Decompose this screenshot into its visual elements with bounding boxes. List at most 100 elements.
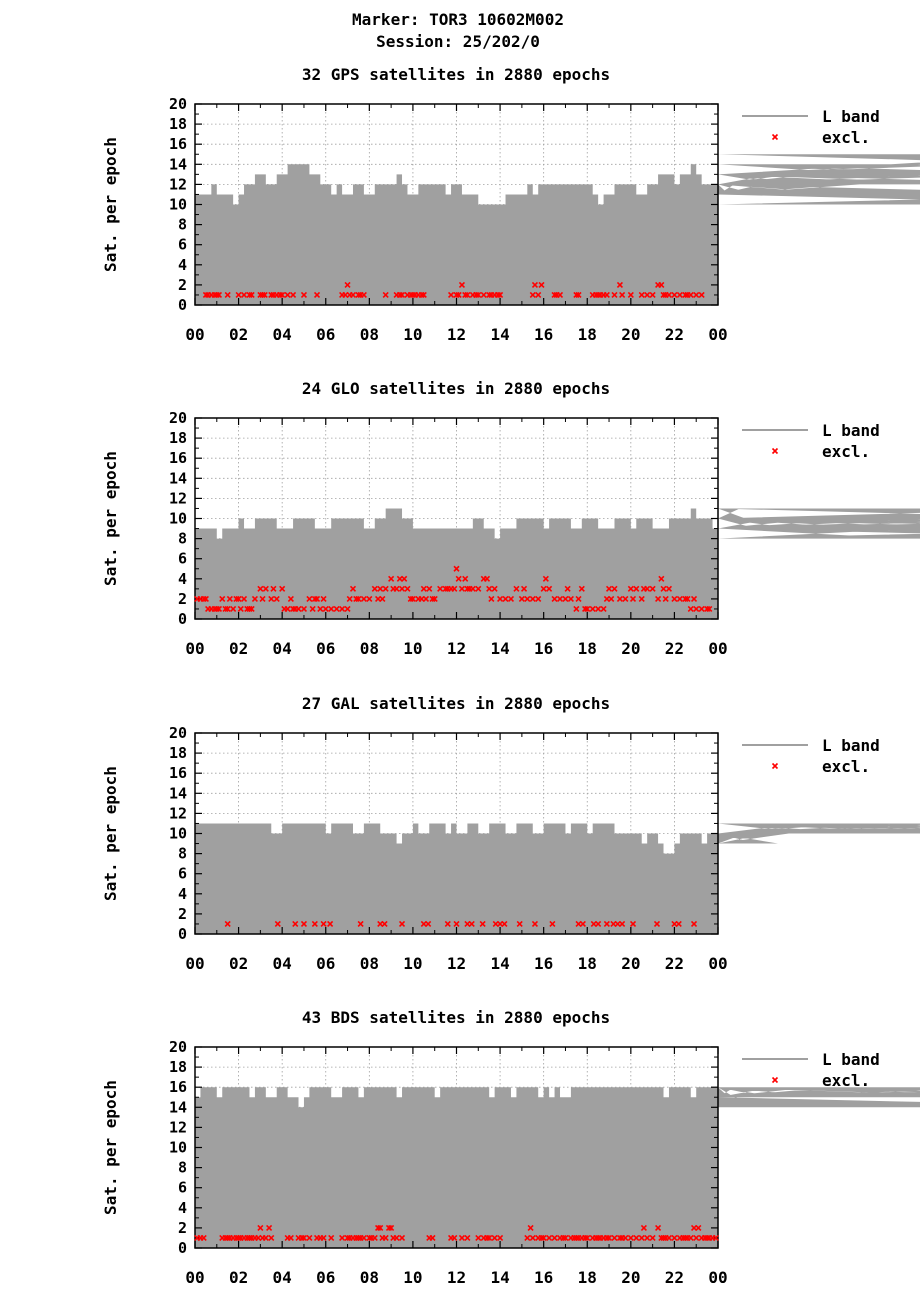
excluded-point — [693, 291, 700, 299]
excluded-point — [687, 291, 694, 299]
x-tick-label: 00 — [185, 954, 204, 973]
excluded-point — [671, 1234, 678, 1242]
excluded-point — [649, 291, 656, 299]
excluded-point — [488, 595, 495, 602]
excluded-point — [524, 595, 531, 602]
excluded-point — [633, 1234, 640, 1242]
excluded-point — [535, 291, 542, 299]
y-tick-label: 8 — [178, 216, 187, 234]
x-tick-label: 20 — [621, 1268, 640, 1287]
excluded-point — [262, 585, 269, 592]
x-tick-label: 04 — [273, 954, 292, 973]
excluded-point — [355, 1234, 362, 1242]
excluded-point — [573, 291, 580, 299]
legend-label-excl: excl. — [822, 1071, 870, 1090]
x-tick-label: 04 — [273, 639, 292, 658]
legend-marker-swatch — [771, 447, 779, 455]
excluded-point — [219, 595, 226, 602]
excluded-point — [497, 595, 504, 602]
y-axis-label: Sat. per epoch — [101, 1080, 120, 1215]
excluded-point — [237, 605, 244, 613]
excluded-point — [317, 605, 324, 613]
excluded-point — [698, 291, 705, 299]
marker-label: Marker: TOR3 10602M002 — [352, 10, 564, 29]
excluded-point — [381, 920, 388, 928]
excluded-point — [401, 575, 408, 582]
excluded-point — [603, 291, 610, 299]
excluded-point — [202, 291, 209, 299]
excluded-point — [366, 595, 373, 602]
excluded-point — [551, 291, 558, 299]
excluded-point — [475, 585, 482, 592]
chart-title: 32 GPS satellites in 2880 epochs — [302, 65, 610, 84]
legend-label-l-band: L band — [822, 107, 880, 126]
excluded-point — [584, 605, 591, 613]
x-tick-label: 10 — [403, 639, 422, 658]
x-tick-label: 00 — [185, 639, 204, 658]
excluded-point — [261, 291, 268, 299]
x-tick-label: 12 — [447, 325, 466, 344]
y-tick-label: 6 — [178, 865, 187, 883]
x-tick-label: 12 — [447, 954, 466, 973]
area-series-l-band — [195, 154, 920, 305]
x-tick-label: 06 — [316, 325, 335, 344]
excluded-point — [451, 585, 458, 592]
excluded-point — [501, 920, 508, 928]
y-tick-label: 20 — [169, 724, 187, 742]
excluded-point — [268, 595, 275, 602]
x-tick-label: 08 — [360, 1268, 379, 1287]
excluded-point — [627, 585, 634, 592]
excluded-point — [360, 595, 367, 602]
excluded-point — [693, 605, 700, 613]
excluded-point — [531, 281, 539, 288]
y-axis-label: Sat. per epoch — [101, 451, 120, 586]
y-tick-label: 14 — [169, 469, 187, 487]
excluded-point — [420, 585, 427, 592]
excluded-point — [611, 291, 618, 299]
excluded-point — [706, 605, 713, 613]
excluded-point — [398, 1234, 406, 1242]
excluded-point — [251, 595, 258, 602]
x-tick-label: 18 — [578, 639, 597, 658]
excluded-point — [462, 291, 469, 299]
excluded-point — [374, 1224, 382, 1231]
excluded-point — [455, 575, 462, 582]
excluded-point — [629, 920, 637, 928]
excluded-point — [556, 291, 564, 299]
excluded-point — [339, 1234, 346, 1242]
excluded-point — [366, 1234, 373, 1242]
excluded-point — [388, 1224, 395, 1231]
excluded-point — [202, 595, 209, 602]
y-tick-label: 16 — [169, 1078, 187, 1096]
x-tick-label: 18 — [578, 1268, 597, 1287]
excluded-point — [483, 575, 491, 582]
excluded-point — [622, 1234, 629, 1242]
excluded-point — [215, 605, 223, 613]
excluded-point — [712, 1234, 719, 1242]
excluded-point — [455, 291, 462, 299]
excluded-point — [551, 1234, 558, 1242]
excluded-point — [658, 281, 665, 288]
excluded-point — [429, 595, 436, 602]
excluded-point — [311, 920, 318, 928]
excluded-point — [605, 1234, 613, 1242]
y-tick-label: 16 — [169, 135, 187, 153]
excluded-point — [398, 291, 406, 299]
excluded-point — [655, 1224, 662, 1231]
y-tick-label: 14 — [169, 155, 187, 173]
excluded-point — [447, 291, 455, 299]
excluded-point — [660, 1234, 667, 1242]
legend-label-excl: excl. — [822, 757, 870, 776]
excluded-point — [491, 585, 498, 592]
excluded-point — [353, 595, 360, 602]
excluded-point — [327, 920, 334, 928]
excluded-point — [371, 585, 378, 592]
excluded-point — [627, 1234, 634, 1242]
excluded-point — [480, 291, 487, 299]
chart-title: 24 GLO satellites in 2880 epochs — [302, 379, 610, 398]
excluded-point — [444, 920, 451, 928]
y-tick-label: 10 — [169, 825, 187, 843]
excluded-point — [671, 291, 678, 299]
excluded-point — [377, 1224, 384, 1231]
excluded-point — [573, 605, 580, 613]
